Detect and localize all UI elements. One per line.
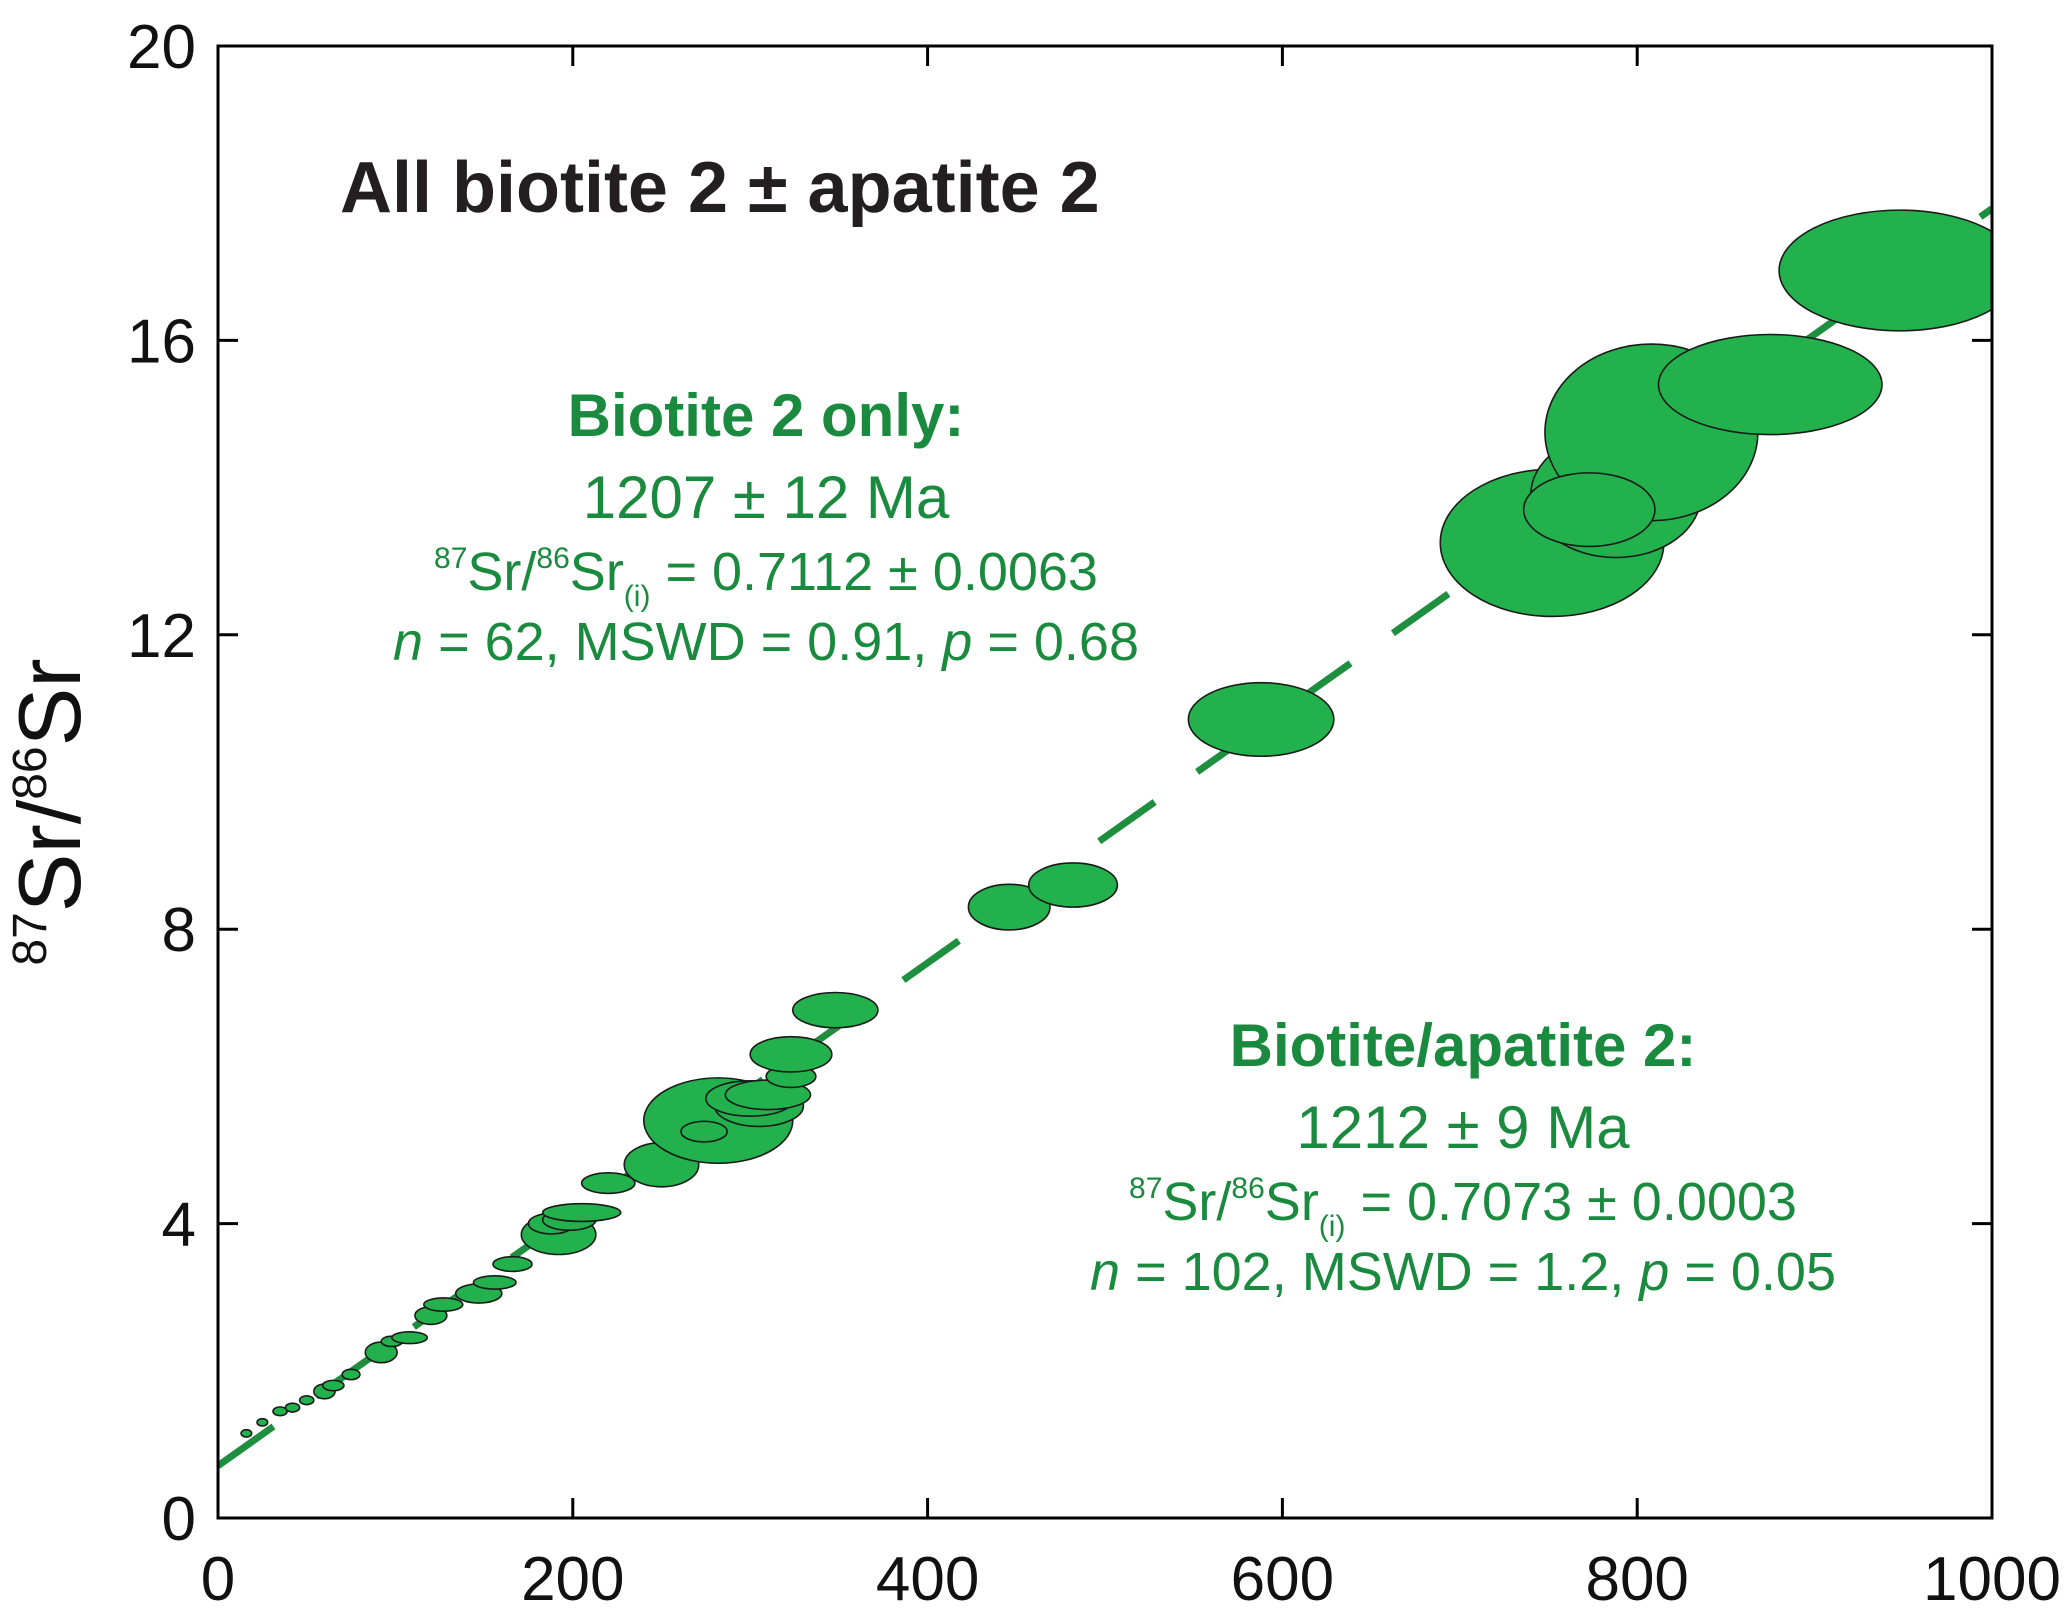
apatite-sr-2: Sr [1265, 1172, 1319, 1232]
data-ellipse-3 [284, 1402, 301, 1413]
apatite-heading: Biotite/apatite 2: [1230, 1012, 1697, 1079]
data-ellipse-layer [240, 209, 1992, 1438]
data-ellipse-0 [240, 1428, 253, 1438]
x-tick-label-2: 400 [876, 1545, 979, 1614]
biotite-ratio-value: = 0.7112 ± 0.0063 [650, 542, 1098, 602]
apatite-p: p [1637, 1242, 1669, 1302]
y-label-sr-2: Sr [0, 658, 99, 746]
y-tick-label-4: 16 [127, 307, 196, 376]
biotite-sr-2: Sr [570, 542, 624, 602]
x-tick-label-5: 1000 [1923, 1545, 2061, 1614]
data-ellipse-28 [749, 1035, 833, 1073]
x-tick-label-0: 0 [201, 1545, 235, 1614]
y-label-sup-86: 86 [4, 746, 57, 799]
plot-frame [216, 44, 1994, 1520]
x-tick-label-3: 600 [1231, 1545, 1334, 1614]
x-tick-label-4: 800 [1585, 1545, 1688, 1614]
chart-title: All biotite 2 ± apatite 2 [340, 148, 1100, 228]
annotation-biotite: Biotite 2 only: 1207 ± 12 Ma 87Sr/86Sr(i… [393, 382, 1139, 672]
apatite-n: n [1090, 1242, 1120, 1302]
data-ellipse-38 [1778, 209, 1992, 332]
data-ellipse-7 [341, 1368, 361, 1381]
data-ellipse-31 [1027, 862, 1119, 908]
y-tick-label-0: 0 [162, 1485, 196, 1554]
data-ellipse-23 [680, 1120, 728, 1143]
apatite-age: 1212 ± 9 Ma [1296, 1094, 1630, 1161]
data-ellipse-12 [422, 1297, 464, 1312]
apatite-sub-i: (i) [1319, 1210, 1346, 1243]
apatite-stats-line: n = 102, MSWD = 1.2, p = 0.05 [1090, 1242, 1836, 1302]
biotite-ratio-line: 87Sr/86Sr(i) = 0.7112 ± 0.0063 [434, 542, 1098, 613]
biotite-sub-i: (i) [624, 580, 651, 613]
apatite-pval: = 0.05 [1669, 1242, 1836, 1302]
annotation-apatite: Biotite/apatite 2: 1212 ± 9 Ma 87Sr/86Sr… [1090, 1012, 1836, 1302]
y-tick-label-1: 4 [162, 1191, 196, 1260]
x-tick-label-1: 200 [521, 1545, 624, 1614]
y-tick-label-5: 20 [127, 13, 196, 82]
data-ellipse-1 [256, 1417, 269, 1427]
data-ellipse-32 [1187, 681, 1335, 758]
biotite-sup-87: 87 [434, 542, 467, 575]
biotite-p: p [940, 612, 972, 672]
data-ellipse-14 [472, 1275, 517, 1290]
apatite-sr-1: Sr/ [1162, 1172, 1231, 1232]
biotite-heading: Biotite 2 only: [568, 382, 965, 449]
apatite-sup-86: 86 [1231, 1172, 1264, 1205]
y-label-sr-1: Sr/ [0, 799, 99, 912]
data-ellipse-4 [298, 1395, 315, 1406]
y-tick-label-3: 12 [127, 602, 196, 671]
data-ellipse-30 [967, 883, 1051, 931]
data-ellipse-15 [492, 1255, 533, 1273]
data-ellipse-36 [1522, 472, 1656, 548]
data-ellipse-20 [580, 1172, 636, 1195]
y-label-sup-87: 87 [4, 912, 57, 965]
y-axis-label: 87Sr/86Sr [0, 658, 99, 965]
y-tick-label-2: 8 [162, 896, 196, 965]
data-ellipse-37 [1657, 333, 1883, 436]
apatite-stats: = 102, MSWD = 1.2, [1120, 1242, 1639, 1302]
biotite-sup-86: 86 [536, 542, 569, 575]
apatite-ratio-line: 87Sr/86Sr(i) = 0.7073 ± 0.0003 [1129, 1172, 1797, 1243]
biotite-stats-line: n = 62, MSWD = 0.91, p = 0.68 [393, 612, 1139, 672]
data-ellipse-19 [541, 1202, 622, 1223]
biotite-stats: = 62, MSWD = 0.91, [423, 612, 942, 672]
biotite-pval: = 0.68 [972, 612, 1139, 672]
biotite-sr-1: Sr/ [467, 542, 536, 602]
data-ellipse-29 [791, 991, 879, 1029]
data-ellipse-10 [391, 1330, 429, 1345]
biotite-age: 1207 ± 12 Ma [583, 464, 950, 531]
biotite-n: n [393, 612, 423, 672]
apatite-ratio-value: = 0.7073 ± 0.0003 [1345, 1172, 1797, 1232]
data-ellipse-6 [321, 1379, 345, 1392]
axis-ticks: 0 200 400 600 800 1000 0 4 8 12 16 20 [127, 13, 2061, 1614]
apatite-sup-87: 87 [1129, 1172, 1162, 1205]
